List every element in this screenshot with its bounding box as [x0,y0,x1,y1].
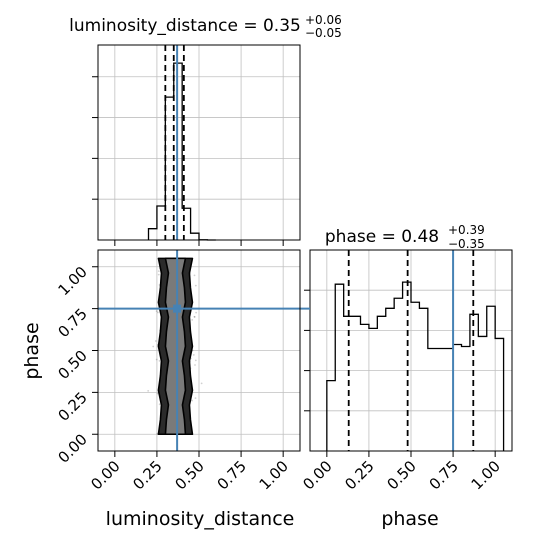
sample-point [158,403,161,406]
phase-histogram-panel: 0.00 0.25 0.50 0.75 1.00 [299,249,513,493]
x-tick-label: 0.25 [129,457,165,493]
x-tick-label: 0.50 [383,457,419,493]
sample-point [194,397,197,400]
sample-point [158,359,161,362]
sample-point [193,315,196,318]
x-tick-label: 1.00 [256,457,292,493]
sample-point [147,389,150,392]
sample-point [152,345,155,348]
x-tick-label: 0.00 [87,457,123,493]
sample-point [191,399,194,402]
x-tick-label: 0.25 [341,457,377,493]
sample-point [194,359,197,362]
sample-point [155,358,158,361]
x-tick-label: 1.00 [468,457,504,493]
sample-point [191,318,194,321]
sample-point [192,354,195,356]
y-tick-label: 0.25 [54,388,90,424]
sample-point [156,392,159,395]
x-tick-label: 0.75 [214,457,250,493]
sample-point [194,364,196,366]
x-axis-label-luminosity-distance: luminosity_distance [106,508,295,530]
y-tick-label: 1.00 [54,263,90,299]
sample-point [193,274,196,277]
x-axis-label-phase: phase [381,508,438,530]
sample-point [195,311,198,314]
sample-point [154,340,157,342]
phase-title-upper-error: +0.39 [448,223,485,237]
x-tick-label: 0.50 [171,457,207,493]
luminosity-distance-histogram [147,62,216,241]
y-axis-label-phase: phase [21,322,43,379]
truth-marker [173,304,182,313]
phase-title-lower-error: −0.35 [448,237,485,251]
sample-point [157,270,160,273]
luminosity-distance-histogram-panel [92,44,301,246]
phase-histogram [326,281,505,451]
sample-point [157,273,160,276]
phase-title: phase = 0.48 [325,227,439,247]
y-tick-label: 0.50 [54,347,90,383]
joint-density-panel: 0.00 0.25 0.50 0.75 1.000.000.250.500.751.00 [54,249,310,493]
sample-point [200,382,203,385]
luminosity-distance-title-upper-error: +0.06 [305,13,342,27]
y-tick-label: 0.75 [54,305,90,341]
sample-point [193,316,196,318]
y-tick-label: 0.00 [54,430,90,466]
x-tick-label: 0.00 [299,457,335,493]
density-contour-inner [164,257,187,436]
sample-point [155,310,158,313]
sample-point [194,284,197,287]
x-tick-label: 0.75 [426,457,462,493]
sample-point [156,311,159,314]
luminosity-distance-title: luminosity_distance = 0.35 [69,16,301,36]
luminosity-distance-title-lower-error: −0.05 [305,26,342,40]
